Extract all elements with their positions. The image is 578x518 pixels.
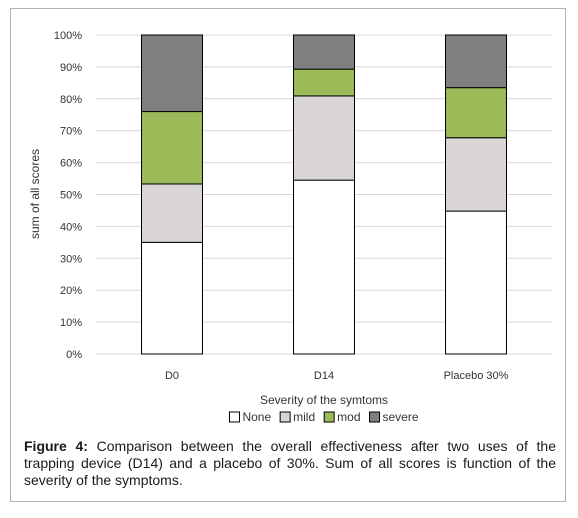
caption-text: Comparison between the overall effective… xyxy=(24,438,556,488)
y-tick-label: 70% xyxy=(60,126,82,138)
bar-segment-severe xyxy=(293,34,355,70)
y-axis-ticks: 0% 10% 20% 30% 40% 50% 60% 70% 80% 90% 100% xyxy=(54,30,82,361)
x-tick-label: Placebo 30% xyxy=(444,370,509,382)
y-tick-label: 90% xyxy=(60,62,82,74)
bar-segment-mild xyxy=(293,95,355,181)
legend: None mild mod severe xyxy=(228,410,419,424)
y-tick-label: 10% xyxy=(60,317,82,329)
y-tick-label: 40% xyxy=(60,221,82,233)
legend-label-none: None xyxy=(242,410,271,424)
bar-segment-mild xyxy=(141,183,203,243)
legend-label-mild: mild xyxy=(293,410,315,424)
figure-caption: Figure 4: Comparison between the overall… xyxy=(24,438,556,489)
x-tick-label: D14 xyxy=(314,370,334,382)
legend-label-severe: severe xyxy=(383,410,419,424)
y-tick-label: 30% xyxy=(60,253,82,265)
bar-segment-mod xyxy=(293,68,355,97)
bars xyxy=(141,34,507,355)
bar-segment-mod xyxy=(141,111,203,185)
bar-segment-severe xyxy=(445,34,507,89)
bar-segment-none xyxy=(141,241,203,355)
y-tick-label: 50% xyxy=(60,190,82,202)
y-axis-title: sum of all scores xyxy=(28,149,42,239)
stacked-bar-chart: 0% 10% 20% 30% 40% 50% 60% 70% 80% 90% 100% D0 D14 P… xyxy=(28,30,552,424)
bar-segment-severe xyxy=(141,34,203,113)
y-tick-label: 80% xyxy=(60,94,82,106)
legend-swatch-mild xyxy=(279,411,291,423)
legend-swatch-none xyxy=(228,411,240,423)
x-axis-ticks: D0 D14 Placebo 30% xyxy=(165,370,509,382)
legend-swatch-mod xyxy=(323,411,335,423)
legend-swatch-severe xyxy=(369,411,381,423)
caption-label: Figure 4: xyxy=(24,438,88,454)
y-tick-label: 60% xyxy=(60,158,82,170)
bar-segment-mild xyxy=(445,137,507,212)
x-tick-label: D0 xyxy=(165,370,179,382)
legend-label-mod: mod xyxy=(337,410,360,424)
x-axis-title: Severity of the symtoms xyxy=(260,393,388,407)
bar-segment-none xyxy=(293,179,355,355)
bar-segment-none xyxy=(445,210,507,355)
y-tick-label: 20% xyxy=(60,285,82,297)
bar-segment-mod xyxy=(445,87,507,139)
y-tick-label: 100% xyxy=(54,30,82,42)
y-tick-label: 0% xyxy=(66,349,82,361)
